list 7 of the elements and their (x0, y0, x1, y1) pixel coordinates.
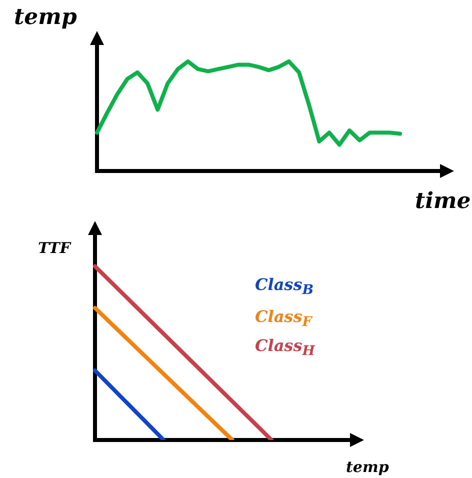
x-axis-title: temp (346, 458, 389, 476)
text: Class$_{H}$ (255, 336, 315, 360)
x-axis-title: time (415, 188, 471, 214)
y-axis-title: TTF (38, 239, 70, 257)
y-axis-title: temp (14, 4, 77, 30)
text: Class$_{B}$ (255, 275, 314, 298)
text: Class$_{F}$ (255, 307, 312, 330)
